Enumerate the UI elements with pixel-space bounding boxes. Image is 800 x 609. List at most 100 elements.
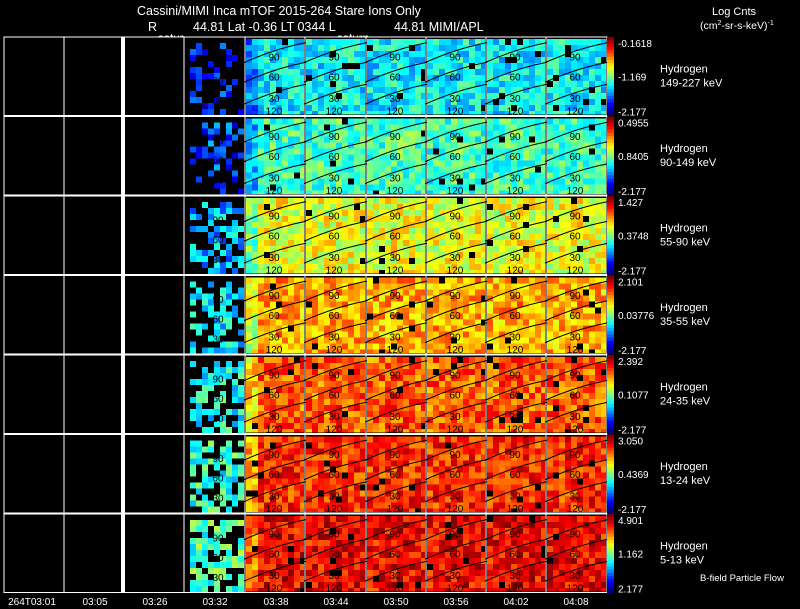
heatmap-cell [445, 369, 451, 375]
heatmap-cell [493, 57, 499, 63]
heatmap-cell [232, 476, 238, 483]
heatmap-cell [523, 51, 529, 57]
heatmap-cell [463, 448, 469, 455]
contour-label: 60 [389, 72, 401, 83]
heatmap-cell [427, 69, 433, 75]
heatmap-cell [541, 387, 545, 393]
contour-label: 30 [328, 333, 340, 344]
heatmap-cell [397, 111, 403, 115]
heatmap-cell [360, 105, 365, 111]
colorbar-segment [607, 53, 614, 58]
heatmap-cell [517, 270, 523, 274]
heatmap-cell [553, 307, 559, 314]
heatmap-cell [252, 87, 258, 93]
heatmap-cell [529, 387, 535, 393]
heatmap-cell [348, 75, 354, 81]
heatmap-cell [421, 39, 425, 45]
heatmap-cell [258, 423, 264, 429]
heatmap-cell [541, 75, 545, 81]
heatmap-cell [445, 417, 451, 423]
heatmap-cell [342, 51, 348, 57]
heatmap-cell [379, 375, 385, 381]
heatmap-cell [246, 69, 252, 75]
heatmap-cell [336, 436, 342, 443]
heatmap-cell [583, 178, 589, 185]
contour-edge-label: 120 [326, 107, 343, 118]
heatmap-cell [270, 57, 276, 63]
subtitle-center: 44.81 Lat -0.36 LT 0344 L [193, 20, 336, 34]
heatmap-cell [595, 363, 601, 369]
heatmap-cell [276, 387, 282, 393]
heatmap-cell [373, 178, 379, 185]
heatmap-cell [336, 39, 342, 45]
heatmap-cell [475, 289, 481, 296]
heatmap-cell [433, 405, 439, 411]
heatmap-cell [342, 105, 348, 111]
heatmap-cell [487, 45, 493, 51]
heatmap-cell [324, 222, 330, 228]
heatmap-cell [330, 105, 336, 111]
species-label: Hydrogen [660, 222, 708, 234]
heatmap-cell [565, 405, 571, 411]
heatmap-cell [577, 429, 583, 433]
heatmap-cell [481, 166, 485, 173]
heatmap-cell [258, 387, 264, 393]
heatmap-cell [469, 277, 475, 284]
heatmap-cell [324, 343, 330, 350]
heatmap-cell [457, 337, 463, 344]
heatmap-cell [529, 277, 535, 284]
heatmap-cell [511, 423, 517, 429]
heatmap-cell [499, 184, 505, 191]
heatmap-cell [421, 484, 425, 491]
heatmap-cell [583, 198, 589, 204]
heatmap-cell [252, 381, 258, 387]
heatmap-cell [547, 184, 553, 191]
heatmap-cell [385, 240, 391, 246]
heatmap-cell [505, 363, 511, 369]
heatmap-cell [300, 484, 304, 491]
contour-label: 90 [328, 371, 340, 382]
heatmap-cell [463, 460, 469, 467]
heatmap-cell [601, 301, 606, 308]
colorbar-segment [607, 387, 614, 392]
heatmap-cell [415, 319, 421, 326]
heatmap-cell [577, 75, 583, 81]
heatmap-cell [306, 472, 312, 479]
heatmap-cell [589, 429, 595, 433]
heatmap-cell [469, 178, 475, 185]
heatmap-cell [220, 152, 226, 159]
heatmap-cell [373, 172, 379, 179]
heatmap-cell [403, 142, 409, 149]
heatmap-cell [499, 423, 505, 429]
heatmap-cell [445, 228, 451, 234]
heatmap-cell [565, 277, 571, 284]
heatmap-cell [300, 69, 304, 75]
heatmap-cell [457, 289, 463, 296]
heatmap-cell [433, 228, 439, 234]
heatmap-cell [318, 154, 324, 161]
heatmap-cell [288, 283, 294, 290]
heatmap-cell [481, 172, 485, 179]
heatmap-cell [190, 67, 196, 73]
contour-line [364, 42, 428, 64]
heatmap-cell [505, 369, 511, 375]
heatmap-cell [312, 87, 318, 93]
heatmap-cell [312, 381, 318, 387]
heatmap-cell [330, 45, 336, 51]
heatmap-cell [475, 307, 481, 314]
heatmap-cell [342, 496, 348, 503]
heatmap-cell [457, 184, 463, 191]
heatmap-cell [300, 442, 304, 449]
contour-edge-label: 120 [326, 186, 343, 197]
colorbar-segment [607, 188, 614, 193]
heatmap-cell [264, 448, 270, 455]
heatmap-cell [360, 375, 365, 381]
heatmap-cell [565, 289, 571, 296]
heatmap-cell [318, 172, 324, 179]
heatmap-cell [451, 130, 457, 137]
heatmap-cell [553, 429, 559, 433]
heatmap-cell [451, 301, 457, 308]
heatmap-cell [282, 258, 288, 264]
heatmap-cell [226, 482, 232, 489]
